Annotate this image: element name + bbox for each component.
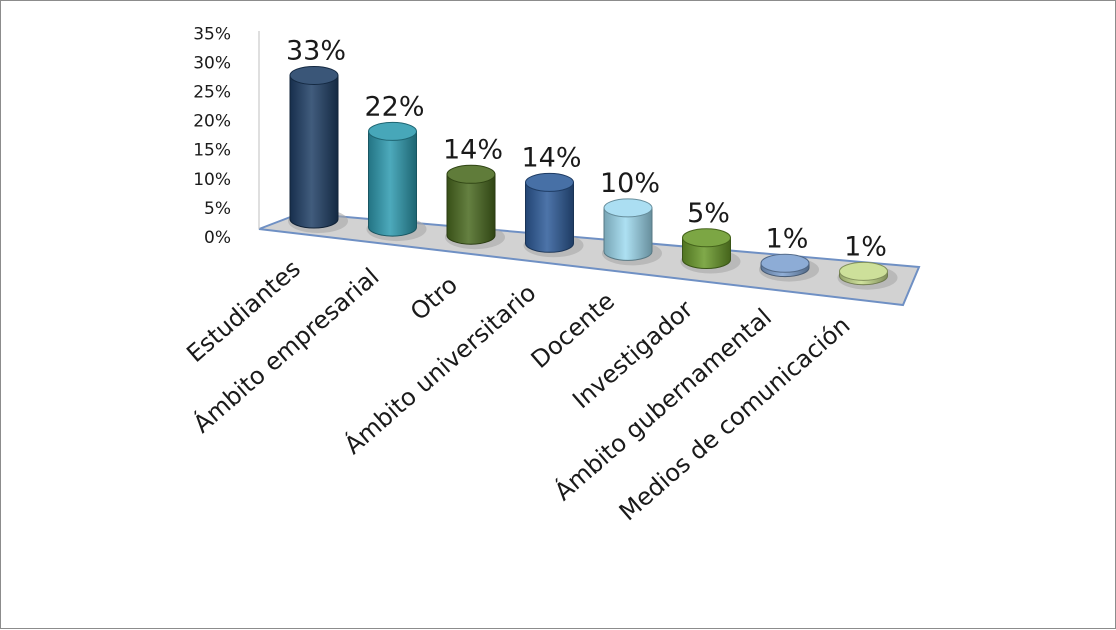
- y-tick-label: 25%: [193, 83, 231, 103]
- data-labels: 33% 22% 14% 14% 10% 5% 1% 1%: [286, 35, 887, 262]
- y-tick-label: 10%: [193, 170, 231, 190]
- y-axis-ticks: 0% 5% 10% 15% 20% 25% 30% 35%: [193, 24, 231, 248]
- data-label: 1%: [766, 223, 809, 254]
- bar: [837, 261, 898, 290]
- category-label: Otro: [405, 271, 463, 326]
- data-label: 10%: [600, 168, 660, 199]
- data-label: 14%: [443, 134, 503, 165]
- bar: [523, 172, 584, 258]
- bar: [288, 65, 348, 233]
- bar: [759, 253, 819, 282]
- data-label: 14%: [521, 142, 581, 173]
- bar: [680, 228, 741, 274]
- bar: [366, 121, 427, 242]
- y-tick-label: 15%: [193, 141, 231, 161]
- data-label: 5%: [687, 198, 730, 229]
- data-label: 1%: [844, 231, 887, 262]
- data-label: 22%: [364, 91, 424, 122]
- y-tick-label: 20%: [193, 112, 231, 132]
- data-label: 33%: [286, 35, 346, 66]
- y-tick-label: 35%: [193, 24, 231, 44]
- bar: [602, 198, 662, 266]
- chart-floor: [258, 211, 921, 307]
- bar: [445, 164, 505, 250]
- y-tick-label: 5%: [204, 199, 231, 219]
- y-tick-label: 30%: [193, 53, 231, 73]
- y-tick-label: 0%: [204, 228, 231, 248]
- bars: [288, 65, 898, 290]
